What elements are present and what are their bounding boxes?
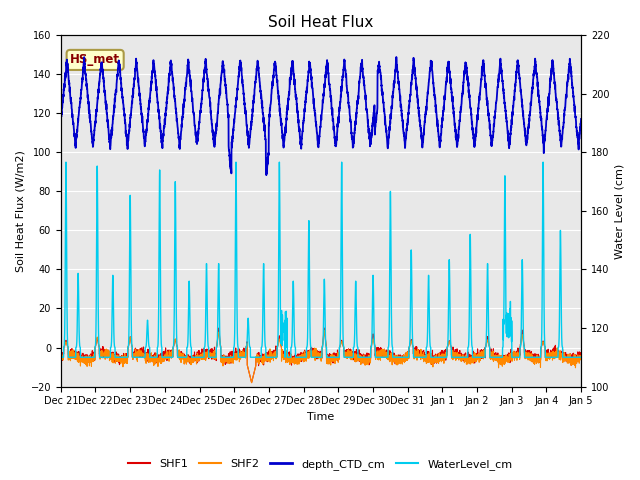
Title: Soil Heat Flux: Soil Heat Flux	[268, 15, 374, 30]
Text: HS_met: HS_met	[70, 53, 120, 66]
X-axis label: Time: Time	[307, 412, 335, 422]
Legend: SHF1, SHF2, depth_CTD_cm, WaterLevel_cm: SHF1, SHF2, depth_CTD_cm, WaterLevel_cm	[124, 455, 516, 474]
Y-axis label: Soil Heat Flux (W/m2): Soil Heat Flux (W/m2)	[15, 150, 25, 272]
Y-axis label: Water Level (cm): Water Level (cm)	[615, 163, 625, 259]
